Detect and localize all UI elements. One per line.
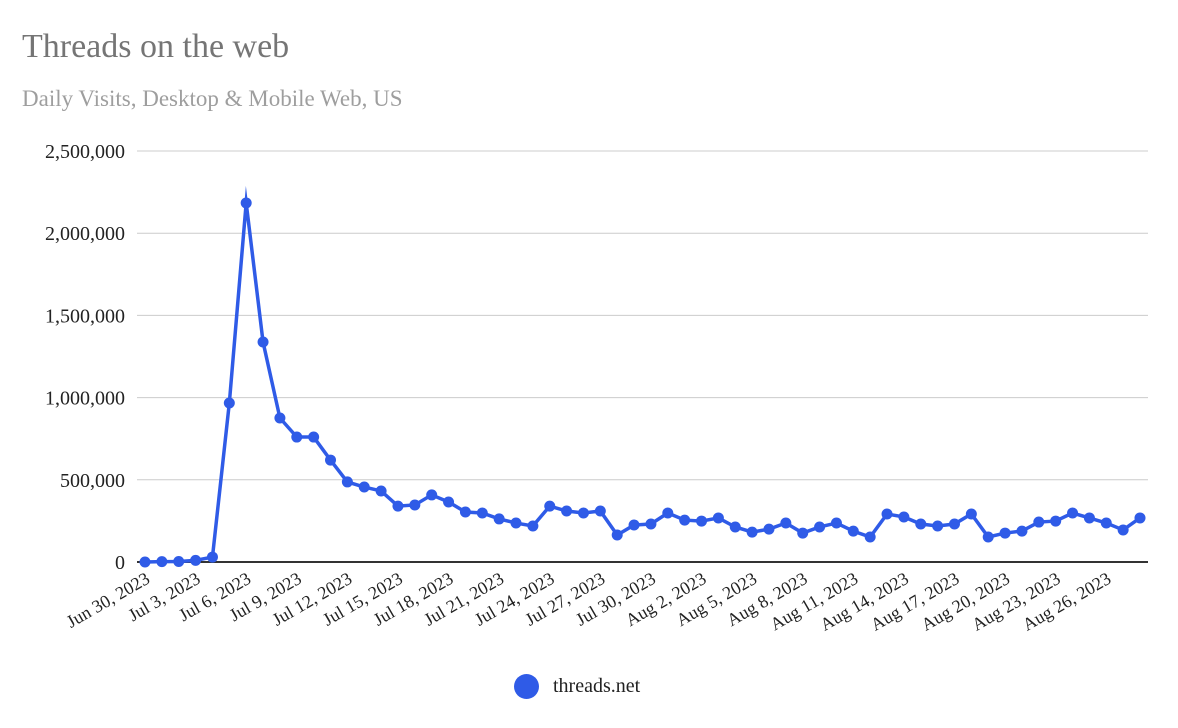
data-point <box>190 554 202 566</box>
data-point <box>982 531 994 543</box>
y-tick-label: 1,000,000 <box>45 388 125 410</box>
legend-label: threads.net <box>553 675 641 697</box>
data-point <box>173 556 185 568</box>
data-point <box>729 521 741 533</box>
data-point <box>493 513 505 525</box>
data-point <box>814 521 826 533</box>
data-point <box>510 517 522 529</box>
data-point <box>864 531 876 543</box>
data-point <box>1134 512 1146 524</box>
data-point <box>797 527 809 539</box>
data-point <box>139 556 151 568</box>
data-point <box>763 523 775 535</box>
data-point <box>780 517 792 529</box>
data-point <box>206 551 218 563</box>
data-point <box>544 500 556 512</box>
data-point <box>679 514 691 526</box>
data-point <box>274 412 286 424</box>
data-point <box>459 506 471 518</box>
chart-title: Threads on the web <box>22 28 290 65</box>
data-point <box>375 485 387 497</box>
data-point <box>645 518 657 530</box>
data-point <box>881 508 893 520</box>
data-point <box>527 520 539 532</box>
data-point <box>308 431 320 443</box>
data-point <box>1033 516 1045 528</box>
data-point <box>476 507 488 519</box>
data-point <box>999 527 1011 539</box>
series-line <box>144 185 1142 564</box>
data-point <box>392 500 404 512</box>
data-point <box>325 454 337 466</box>
data-point <box>898 511 910 523</box>
data-point <box>847 525 859 537</box>
data-point <box>1016 525 1028 537</box>
data-point <box>561 505 573 517</box>
data-point <box>291 431 303 443</box>
data-point <box>594 505 606 517</box>
y-tick-label: 2,500,000 <box>45 141 125 163</box>
data-point <box>746 526 758 538</box>
data-point <box>948 518 960 530</box>
data-point <box>1083 512 1095 524</box>
y-tick-label: 0 <box>115 552 125 574</box>
data-point <box>426 489 438 501</box>
data-point <box>1117 524 1129 536</box>
data-point <box>577 507 589 519</box>
data-point <box>662 507 674 519</box>
legend-marker-icon <box>514 674 539 699</box>
data-point <box>1050 515 1062 527</box>
y-tick-label: 500,000 <box>60 470 125 492</box>
data-point <box>965 508 977 520</box>
data-point <box>358 481 370 493</box>
data-point <box>240 197 252 209</box>
data-point <box>611 529 623 541</box>
data-point <box>257 336 269 348</box>
data-point <box>712 512 724 524</box>
data-point <box>1100 517 1112 529</box>
data-point <box>156 556 168 568</box>
data-point <box>915 518 927 530</box>
y-tick-label: 1,500,000 <box>45 305 125 327</box>
data-point <box>223 397 235 409</box>
chart-subtitle: Daily Visits, Desktop & Mobile Web, US <box>22 86 403 111</box>
legend: threads.net <box>514 674 640 699</box>
data-point <box>628 519 640 531</box>
data-point <box>932 520 944 532</box>
y-tick-label: 2,000,000 <box>45 223 125 245</box>
data-point <box>409 499 421 511</box>
data-point <box>830 517 842 529</box>
data-point <box>696 515 708 527</box>
data-point <box>443 496 455 508</box>
data-point <box>1067 507 1079 519</box>
data-point <box>341 476 353 488</box>
